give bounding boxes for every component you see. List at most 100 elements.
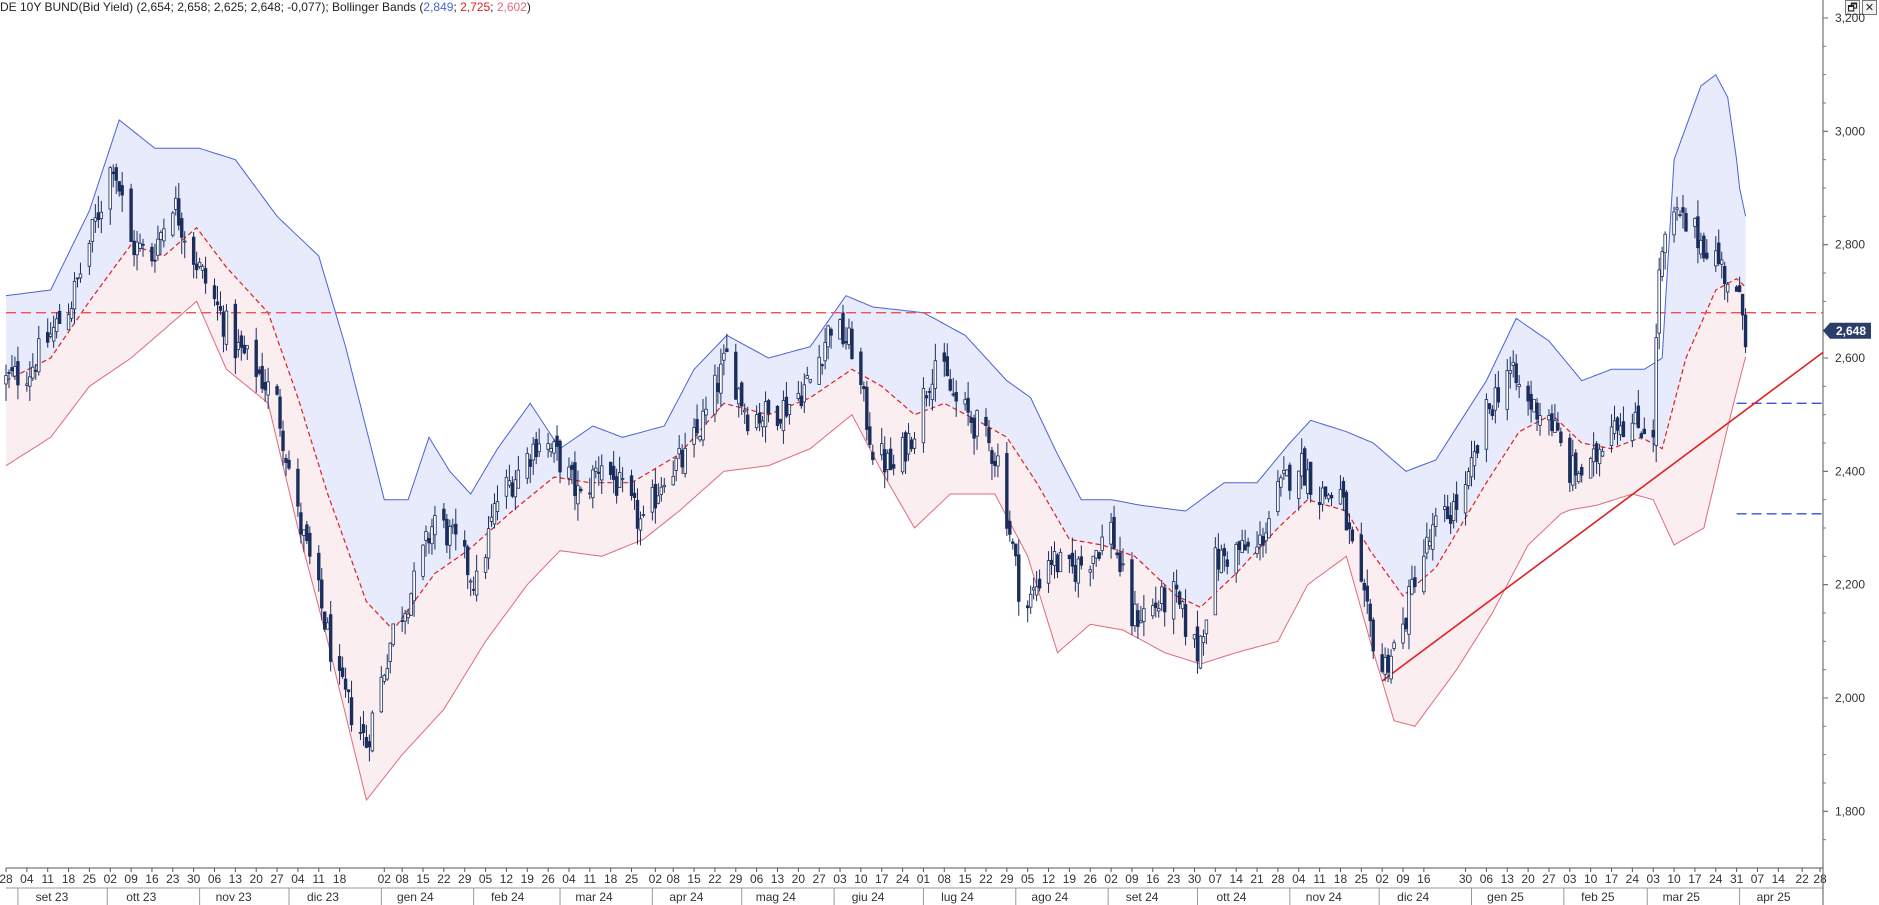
- candle-body: [28, 376, 32, 387]
- candle-body: [1475, 445, 1480, 454]
- last-price-tag: [1823, 322, 1871, 339]
- candle-body: [1308, 461, 1313, 495]
- candle: [343, 667, 348, 698]
- candle-body: [1404, 618, 1408, 630]
- candle: [412, 562, 416, 617]
- candle-body: [153, 259, 157, 262]
- candle: [1025, 600, 1030, 623]
- candle: [183, 231, 187, 259]
- candle: [171, 210, 175, 238]
- x-tick-label: 27: [1542, 872, 1556, 886]
- candle-body: [757, 412, 762, 424]
- x-tick-label: 17: [1605, 872, 1619, 886]
- x-tick-label: 08: [667, 872, 681, 886]
- y-axis: 1,800 2,000 2,200 2,400 2,600 2,800 3,000 3,200: [1823, 11, 1865, 841]
- candle-body: [1258, 534, 1262, 545]
- candle: [218, 291, 223, 315]
- candle-body: [403, 613, 407, 622]
- candle: [1177, 590, 1182, 609]
- candle: [1740, 293, 1745, 330]
- candle-body: [1195, 626, 1200, 662]
- candle: [600, 454, 604, 495]
- candle-body: [489, 516, 494, 522]
- candle: [1183, 589, 1188, 646]
- candle: [987, 420, 991, 452]
- candle-body: [799, 395, 804, 407]
- x-tick-label: 02: [104, 872, 118, 886]
- x-tick-label: 22: [708, 872, 722, 886]
- candle-body: [1338, 489, 1343, 505]
- x-month-label: set 23: [36, 890, 69, 904]
- y-tick-label: 3,000: [1835, 124, 1865, 138]
- candle-body: [990, 450, 994, 464]
- candle-body: [823, 342, 827, 362]
- candle: [757, 402, 762, 432]
- candle-body: [972, 417, 976, 439]
- candle-body: [1037, 578, 1042, 589]
- candle: [745, 406, 750, 436]
- candle: [7, 369, 11, 389]
- candle-body: [1079, 556, 1084, 566]
- candle: [945, 343, 949, 377]
- candle: [1463, 471, 1468, 526]
- candle: [108, 166, 112, 225]
- candle-body: [87, 243, 92, 267]
- candle-body: [865, 386, 869, 430]
- restore-window-button[interactable]: 🗗: [1845, 0, 1860, 15]
- uptrend-line: [1381, 351, 1824, 682]
- candle: [1660, 246, 1664, 282]
- candle-body: [1696, 216, 1700, 249]
- candle-body: [1451, 501, 1456, 522]
- x-tick-label: 07: [1751, 872, 1765, 886]
- candle-body: [954, 392, 958, 402]
- candle-body: [1362, 582, 1366, 591]
- candle: [233, 299, 238, 375]
- candle-body: [900, 436, 905, 473]
- candle: [1514, 354, 1518, 391]
- x-tick-label: 29: [1000, 872, 1014, 886]
- candle-body: [1317, 502, 1322, 506]
- candle: [1234, 541, 1238, 583]
- candle-body: [1529, 393, 1533, 410]
- x-tick-label: 28: [1271, 872, 1285, 886]
- candle-body: [567, 466, 571, 479]
- candle-body: [1550, 413, 1554, 431]
- candle-body: [1657, 269, 1661, 334]
- candle: [278, 388, 282, 437]
- candle: [260, 352, 264, 393]
- candle: [891, 454, 896, 476]
- candle-body: [162, 228, 166, 242]
- candle-body: [468, 580, 473, 583]
- x-tick-label: 13: [229, 872, 243, 886]
- candle: [1005, 441, 1009, 536]
- candle-body: [99, 211, 104, 219]
- candle-body: [1046, 560, 1051, 584]
- candle: [433, 505, 437, 550]
- candle-body: [361, 724, 366, 734]
- candle-body: [31, 366, 35, 379]
- candle-body: [1511, 361, 1515, 366]
- candle: [1609, 414, 1614, 453]
- candle: [1636, 389, 1641, 429]
- candle-body: [1425, 536, 1429, 554]
- candle-body: [993, 460, 997, 467]
- x-tick-label: 09: [1396, 872, 1410, 886]
- candle-body: [156, 238, 160, 256]
- candle-body: [1725, 283, 1730, 293]
- candle: [1246, 537, 1250, 554]
- candle: [495, 485, 500, 521]
- candle: [1702, 232, 1706, 263]
- candle: [215, 286, 220, 321]
- candle-body: [1073, 565, 1078, 582]
- candle-body: [1654, 337, 1658, 446]
- candle: [379, 666, 384, 714]
- x-tick-label: 10: [1584, 872, 1598, 886]
- candle-body: [1717, 242, 1721, 264]
- close-window-button[interactable]: ✕: [1862, 0, 1877, 15]
- candle: [1243, 529, 1247, 551]
- candle-body: [745, 414, 750, 432]
- candle: [1490, 405, 1495, 420]
- candle: [1556, 412, 1560, 432]
- candle-body: [379, 676, 384, 713]
